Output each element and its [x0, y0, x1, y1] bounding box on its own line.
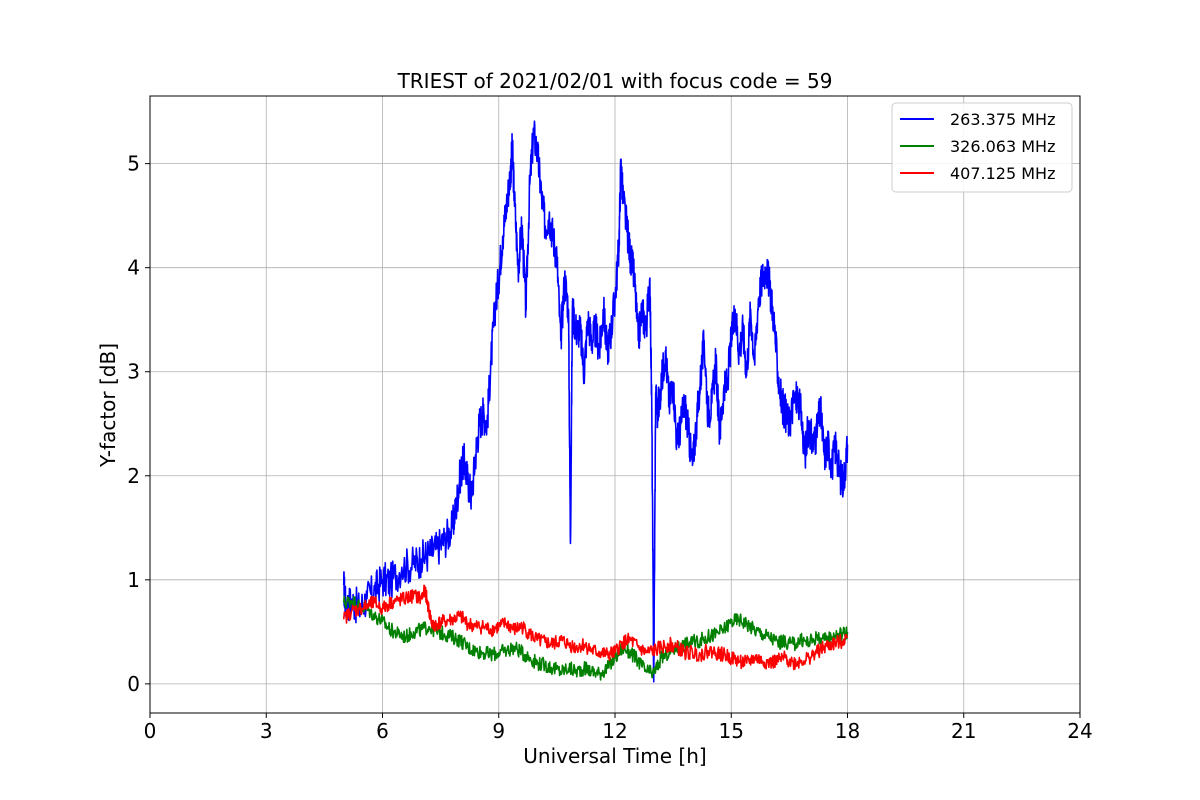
legend-entry: 263.375 MHz [950, 110, 1055, 129]
legend-entry: 326.063 MHz [950, 137, 1055, 156]
y-tick-label: 5 [127, 152, 140, 176]
x-axis-label: Universal Time [h] [523, 744, 706, 768]
grid [149, 96, 1081, 713]
x-tick-label: 9 [492, 719, 505, 743]
y-tick-label: 0 [127, 672, 140, 696]
y-axis-label: Y-factor [dB] [96, 343, 120, 468]
series-line [342, 584, 849, 671]
x-tick-label: 15 [719, 719, 744, 743]
x-tick-label: 6 [376, 719, 389, 743]
legend: 263.375 MHz 326.063 MHz 407.125 MHz [891, 102, 1073, 193]
x-tick-label: 24 [1067, 719, 1092, 743]
x-tick-label: 18 [835, 719, 860, 743]
y-tick-label: 4 [127, 256, 140, 280]
y-tick-label: 2 [127, 464, 140, 488]
x-tick-label: 21 [951, 719, 976, 743]
legend-box [891, 102, 1073, 193]
series-line [342, 595, 849, 681]
y-tick-label: 3 [127, 360, 140, 384]
x-tick-label: 12 [602, 719, 627, 743]
y-tick-label: 1 [127, 568, 140, 592]
x-tick-label: 0 [144, 719, 157, 743]
series-layer [342, 120, 849, 683]
chart-title: TRIEST of 2021/02/01 with focus code = 5… [397, 69, 833, 93]
legend-entry: 407.125 MHz [950, 164, 1055, 183]
x-tick-label: 3 [260, 719, 273, 743]
series-line [342, 120, 849, 683]
